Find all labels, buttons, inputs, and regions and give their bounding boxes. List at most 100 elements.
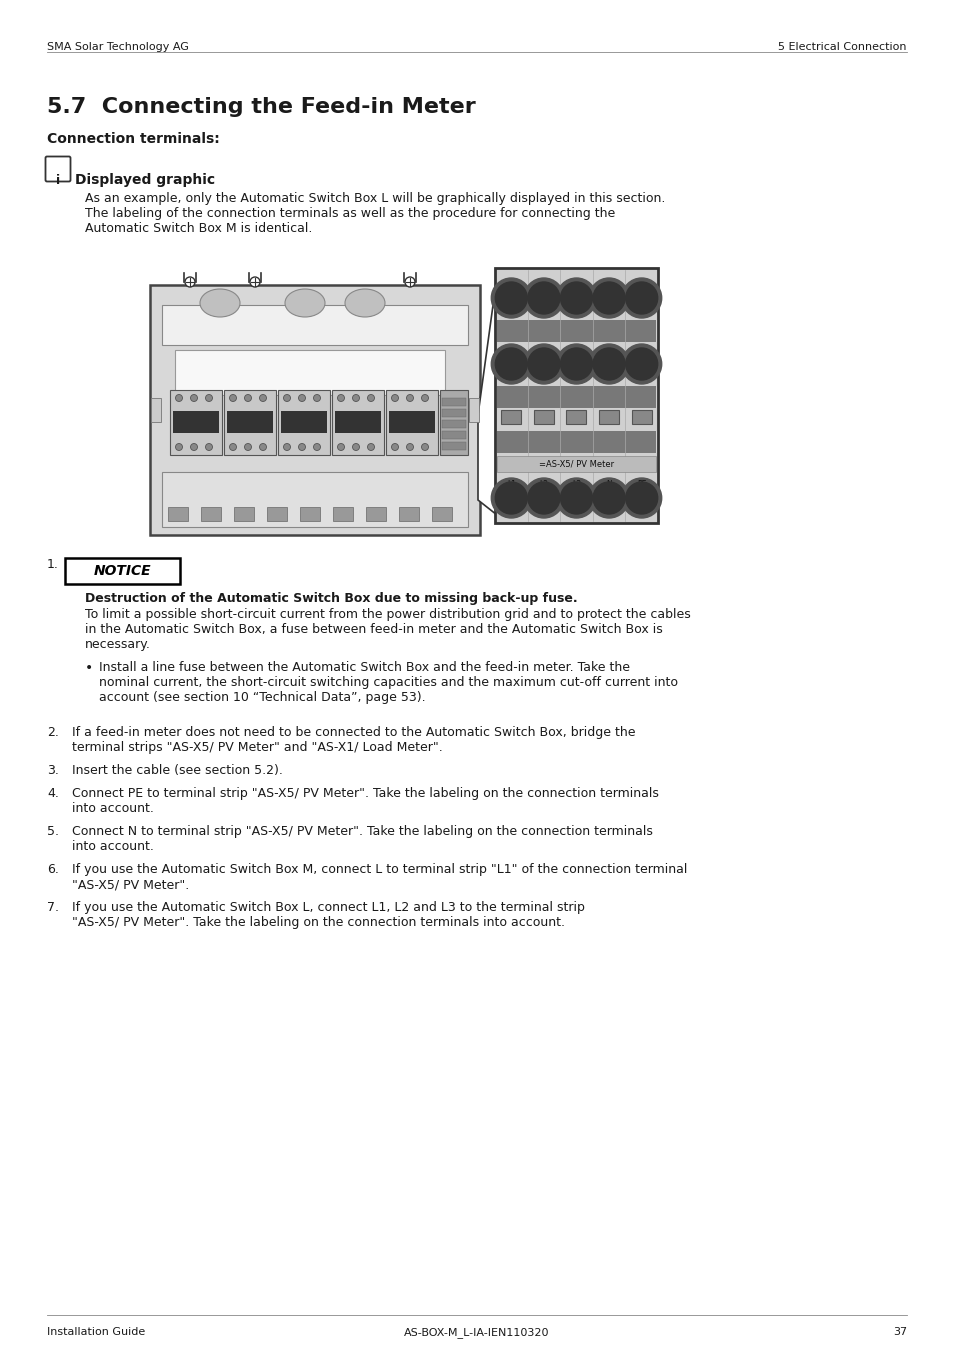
Bar (441, 431, 465, 439)
Circle shape (491, 479, 531, 518)
Text: L1: L1 (506, 480, 516, 489)
Bar (398, 507, 418, 521)
Text: •: • (85, 661, 93, 675)
Circle shape (175, 395, 182, 402)
Text: AS-BOX-M_L-IA-IEN110320: AS-BOX-M_L-IA-IEN110320 (404, 1328, 549, 1338)
Circle shape (625, 347, 657, 380)
Text: in the Automatic Switch Box, a fuse between feed-in meter and the Automatic Swit: in the Automatic Switch Box, a fuse betw… (85, 623, 662, 635)
Circle shape (352, 395, 359, 402)
Circle shape (589, 479, 628, 518)
FancyBboxPatch shape (46, 157, 71, 181)
Circle shape (259, 443, 266, 450)
Circle shape (560, 283, 592, 314)
Bar (441, 420, 465, 429)
Circle shape (405, 277, 415, 287)
Bar (441, 442, 465, 450)
Ellipse shape (200, 289, 240, 316)
Polygon shape (477, 276, 497, 515)
Circle shape (230, 395, 236, 402)
Circle shape (391, 395, 398, 402)
Text: terminal strips "AS-X5/ PV Meter" and "AS-X1/ Load Meter".: terminal strips "AS-X5/ PV Meter" and "A… (71, 741, 442, 754)
Circle shape (527, 347, 559, 380)
Bar (441, 397, 465, 406)
Text: into account.: into account. (71, 802, 153, 815)
Text: If a feed-in meter does not need to be connected to the Automatic Switch Box, br: If a feed-in meter does not need to be c… (71, 726, 635, 740)
Text: As an example, only the Automatic Switch Box L will be graphically displayed in : As an example, only the Automatic Switch… (85, 192, 664, 206)
Text: "AS-X5/ PV Meter".: "AS-X5/ PV Meter". (71, 877, 189, 891)
Circle shape (593, 283, 624, 314)
Bar (469, 397, 478, 422)
Text: Installation Guide: Installation Guide (47, 1328, 145, 1337)
Bar (566, 410, 586, 425)
Text: =AS-X5/ PV Meter: =AS-X5/ PV Meter (538, 460, 614, 469)
Text: L2: L2 (538, 480, 548, 489)
Circle shape (621, 343, 661, 384)
Bar (168, 507, 188, 521)
Bar (65, 558, 180, 584)
Text: Connect PE to terminal strip "AS-X5/ PV Meter". Take the labeling on the connect: Connect PE to terminal strip "AS-X5/ PV … (71, 787, 659, 800)
Bar (227, 411, 273, 433)
Circle shape (406, 395, 413, 402)
Circle shape (314, 443, 320, 450)
Bar (497, 387, 656, 408)
Text: 4.: 4. (47, 787, 59, 800)
Circle shape (527, 283, 559, 314)
Circle shape (560, 347, 592, 380)
Circle shape (625, 483, 657, 514)
Bar (432, 507, 452, 521)
Bar (386, 389, 437, 456)
Circle shape (205, 443, 213, 450)
Circle shape (259, 395, 266, 402)
Circle shape (556, 343, 596, 384)
Bar (500, 410, 520, 425)
Bar (366, 507, 386, 521)
Bar (441, 410, 465, 416)
Circle shape (593, 347, 624, 380)
Text: Destruction of the Automatic Switch Box due to missing back-up fuse.: Destruction of the Automatic Switch Box … (85, 592, 577, 604)
Bar (598, 410, 618, 425)
Bar (162, 472, 468, 527)
Bar (497, 456, 656, 472)
Bar (170, 389, 222, 456)
Circle shape (589, 343, 628, 384)
Text: Displayed graphic: Displayed graphic (75, 173, 214, 187)
Circle shape (491, 279, 531, 318)
Circle shape (593, 483, 624, 514)
Circle shape (523, 343, 563, 384)
Circle shape (367, 395, 375, 402)
Ellipse shape (345, 289, 385, 316)
Circle shape (250, 277, 260, 287)
Bar (201, 507, 221, 521)
Text: 7.: 7. (47, 900, 59, 914)
Circle shape (621, 479, 661, 518)
Bar (495, 268, 658, 523)
Circle shape (495, 483, 527, 514)
Bar (389, 411, 435, 433)
Text: 2.: 2. (47, 726, 59, 740)
Bar (233, 507, 253, 521)
Bar (335, 411, 380, 433)
Circle shape (367, 443, 375, 450)
Circle shape (406, 443, 413, 450)
Bar (631, 410, 651, 425)
Text: PE: PE (637, 480, 646, 489)
Text: 6.: 6. (47, 863, 59, 876)
Text: Install a line fuse between the Automatic Switch Box and the feed-in meter. Take: Install a line fuse between the Automati… (99, 661, 629, 675)
Text: 1.: 1. (47, 558, 59, 571)
Circle shape (244, 443, 252, 450)
Text: 5.: 5. (47, 825, 59, 838)
Text: Connect N to terminal strip "AS-X5/ PV Meter". Take the labeling on the connecti: Connect N to terminal strip "AS-X5/ PV M… (71, 825, 652, 838)
Circle shape (352, 443, 359, 450)
Text: L3: L3 (572, 480, 580, 489)
Circle shape (495, 347, 527, 380)
Circle shape (230, 443, 236, 450)
Circle shape (298, 443, 305, 450)
Bar (151, 397, 161, 422)
Text: 37: 37 (892, 1328, 906, 1337)
Bar (150, 285, 479, 535)
Circle shape (283, 395, 291, 402)
Bar (534, 410, 554, 425)
Text: If you use the Automatic Switch Box M, connect L to terminal strip "L1" of the c: If you use the Automatic Switch Box M, c… (71, 863, 687, 876)
Text: NOTICE: NOTICE (94, 564, 152, 579)
Circle shape (191, 443, 197, 450)
